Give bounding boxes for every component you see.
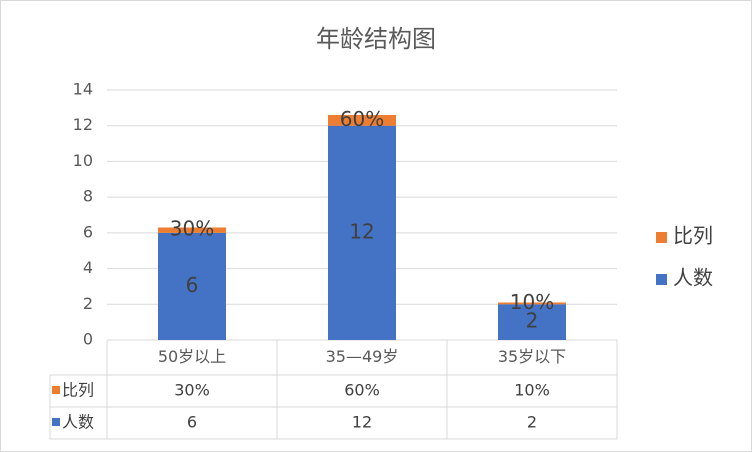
bar-segment — [498, 304, 566, 340]
table-cell: 60% — [344, 381, 380, 400]
y-tick-label: 4 — [83, 258, 93, 277]
table-row-label: 比列 — [62, 381, 94, 400]
chart-title: 年龄结构图 — [316, 25, 436, 53]
y-tick-label: 0 — [83, 330, 93, 349]
y-tick-label: 6 — [83, 222, 93, 241]
y-tick-label: 2 — [83, 294, 93, 313]
legend-label: 比列 — [673, 224, 713, 248]
data-label: 6 — [186, 273, 199, 297]
legend-label: 人数 — [673, 266, 713, 290]
bar-segment — [158, 232, 226, 340]
data-label: 60% — [340, 107, 384, 131]
y-tick-label: 8 — [83, 187, 93, 206]
table-legend-key — [52, 386, 60, 394]
y-tick-label: 12 — [73, 115, 93, 134]
y-tick-label: 14 — [73, 80, 93, 99]
data-label: 10% — [510, 290, 554, 314]
legend-swatch — [656, 232, 667, 243]
table-legend-key — [52, 418, 60, 426]
x-tick-label: 35—49岁 — [326, 347, 399, 366]
x-tick-label: 50岁以上 — [158, 347, 226, 366]
table-cell: 6 — [187, 413, 197, 432]
bar-segment — [328, 115, 396, 126]
x-tick-label: 35岁以下 — [498, 347, 566, 366]
legend-swatch — [656, 274, 667, 285]
data-label: 12 — [349, 219, 374, 243]
bar-segment — [158, 227, 226, 233]
table-cell: 10% — [514, 381, 550, 400]
table-row-label: 人数 — [62, 413, 94, 432]
y-tick-label: 10 — [73, 151, 93, 170]
table-cell: 30% — [174, 381, 210, 400]
data-label: 30% — [170, 217, 214, 241]
table-cell: 2 — [527, 413, 537, 432]
table-cell: 12 — [352, 413, 372, 432]
data-label: 2 — [526, 309, 539, 333]
bar-segment — [328, 125, 396, 340]
bar-segment — [498, 302, 566, 305]
